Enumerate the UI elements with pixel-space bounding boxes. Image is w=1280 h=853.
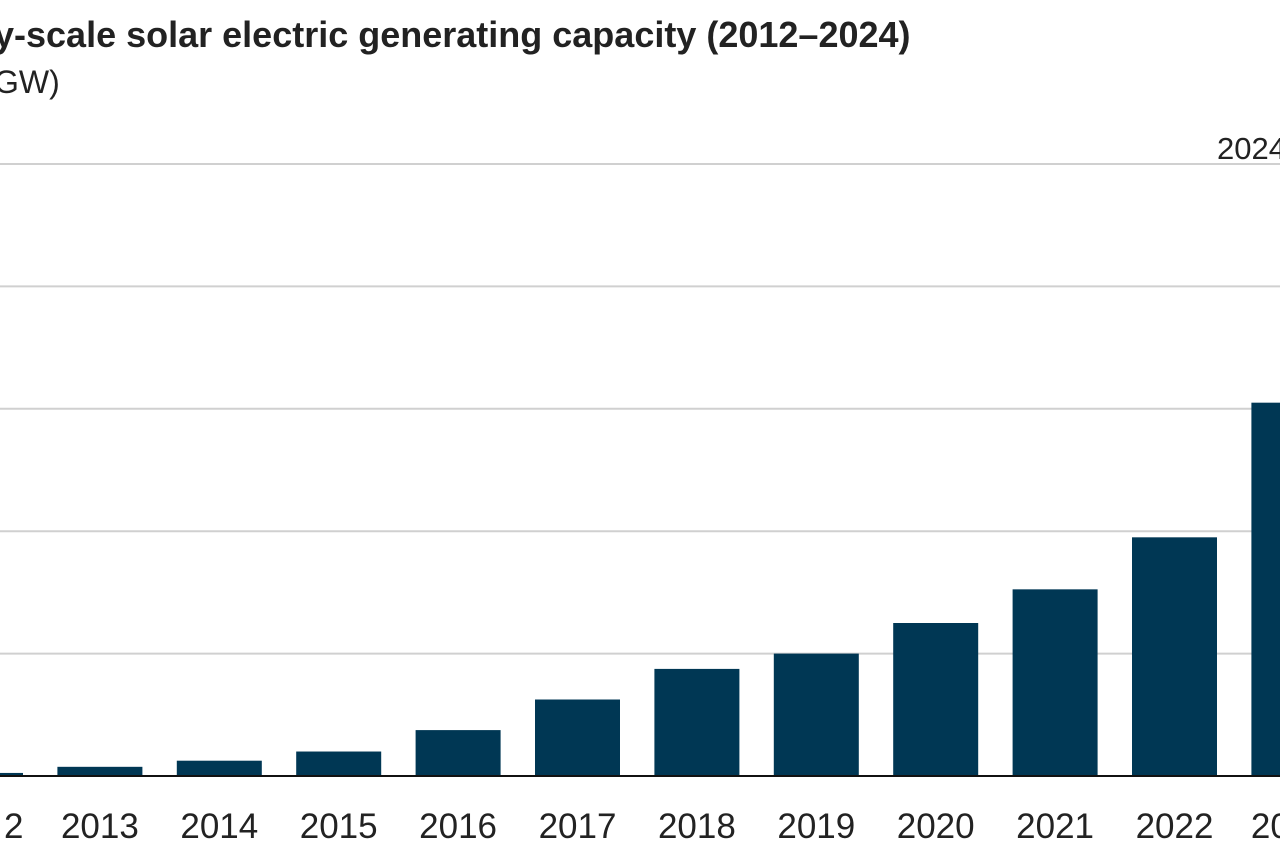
bar [1132, 537, 1217, 776]
bar [415, 730, 501, 776]
x-tick-label: 2021 [1016, 807, 1094, 846]
bar [654, 668, 740, 776]
x-tick-label: 2014 [180, 807, 258, 846]
x-tick-label: 2019 [777, 807, 855, 846]
x-tick-label: 2022 [1136, 807, 1214, 846]
x-tick-label: 20 [1251, 807, 1280, 846]
bar [0, 772, 23, 776]
bar [1012, 589, 1098, 776]
bar [176, 760, 262, 776]
bar [296, 751, 382, 776]
bar [57, 766, 143, 776]
bar [1251, 402, 1280, 776]
chart-subtitle: GW) [0, 64, 60, 100]
x-tick-label: 2015 [300, 807, 378, 846]
x-tick-label: 2016 [419, 807, 497, 846]
x-tick-label: 2018 [658, 807, 736, 846]
annotation: 2024 [1217, 131, 1280, 166]
x-tick-label: 2020 [897, 807, 975, 846]
bar [535, 699, 620, 776]
bar [773, 653, 859, 776]
x-tick-label: 2017 [539, 807, 617, 846]
bar [893, 623, 979, 776]
x-tick-label: 2 [4, 807, 23, 846]
x-tick-label: 2013 [61, 807, 139, 846]
chart-title: y-scale solar electric generating capaci… [0, 14, 911, 55]
